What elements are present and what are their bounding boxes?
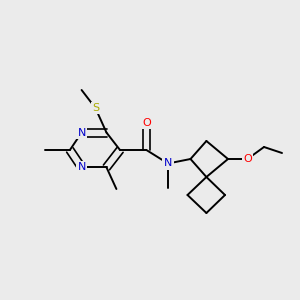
Text: O: O (243, 154, 252, 164)
Text: O: O (142, 118, 151, 128)
Text: N: N (77, 128, 86, 138)
Text: S: S (92, 103, 99, 113)
Text: N: N (164, 158, 172, 169)
Text: N: N (77, 162, 86, 172)
